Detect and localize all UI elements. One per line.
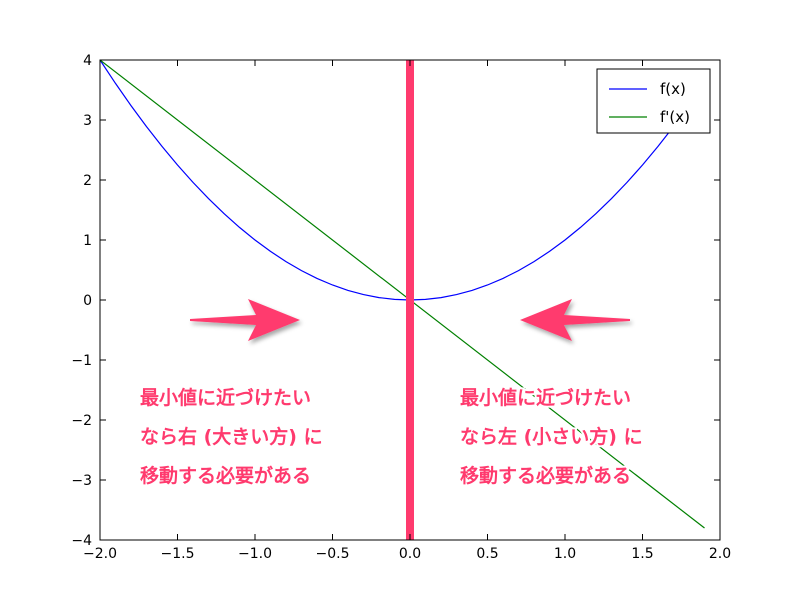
y-tick-label: 3 [83, 113, 92, 129]
x-tick-label: 1.0 [554, 546, 576, 562]
x-tick-label: 0.5 [476, 546, 498, 562]
arrow-left-icon [520, 299, 630, 341]
annotation-right-line-3: 移動する必要がある [460, 464, 631, 487]
annotation-left-line-3: 移動する必要がある [140, 464, 311, 487]
series-line-1 [100, 60, 705, 301]
legend-label-2: f'(x) [660, 108, 690, 126]
y-tick-label: 0 [83, 293, 92, 309]
x-tick-label: −0.5 [316, 546, 350, 562]
annotation-right-line-1: 最小値に近づけたい [460, 387, 631, 409]
tick-layer: −2.0 −1.5 −1.0 −0.5 0.0 0.5 1.0 1.5 2.0 4 3 2 1 0 −1 −2… [71, 53, 731, 562]
annotation-left-line-2: なら右 (大きい方) に [140, 425, 323, 448]
x-tick-label: −1.5 [161, 546, 195, 562]
series-line-2 [100, 60, 705, 529]
x-tick-label: 0.0 [399, 546, 421, 562]
legend-box [596, 68, 711, 134]
x-tick-label: −1.0 [238, 546, 272, 562]
arrow-right-icon [190, 299, 300, 341]
y-tick-label: −4 [71, 533, 92, 549]
y-tick-label: 2 [83, 173, 92, 189]
x-tick-label: 2.0 [709, 546, 731, 562]
legend: f(x) f'(x) [596, 68, 711, 134]
y-tick-label: 4 [83, 53, 92, 69]
y-tick-label: −3 [71, 473, 92, 489]
x-tick-label: 1.5 [631, 546, 653, 562]
legend-label-1: f(x) [660, 80, 686, 98]
y-tick-label: −2 [71, 413, 92, 429]
y-tick-label: 1 [83, 233, 92, 249]
plot-frame [99, 59, 721, 541]
series-layer [100, 60, 705, 529]
y-tick-label: −1 [71, 353, 92, 369]
annotation-left-line-1: 最小値に近づけたい [140, 387, 311, 409]
x-tick-label: −2.0 [83, 546, 117, 562]
annotation-right-line-2: なら左 (小さい方) に [460, 425, 643, 448]
